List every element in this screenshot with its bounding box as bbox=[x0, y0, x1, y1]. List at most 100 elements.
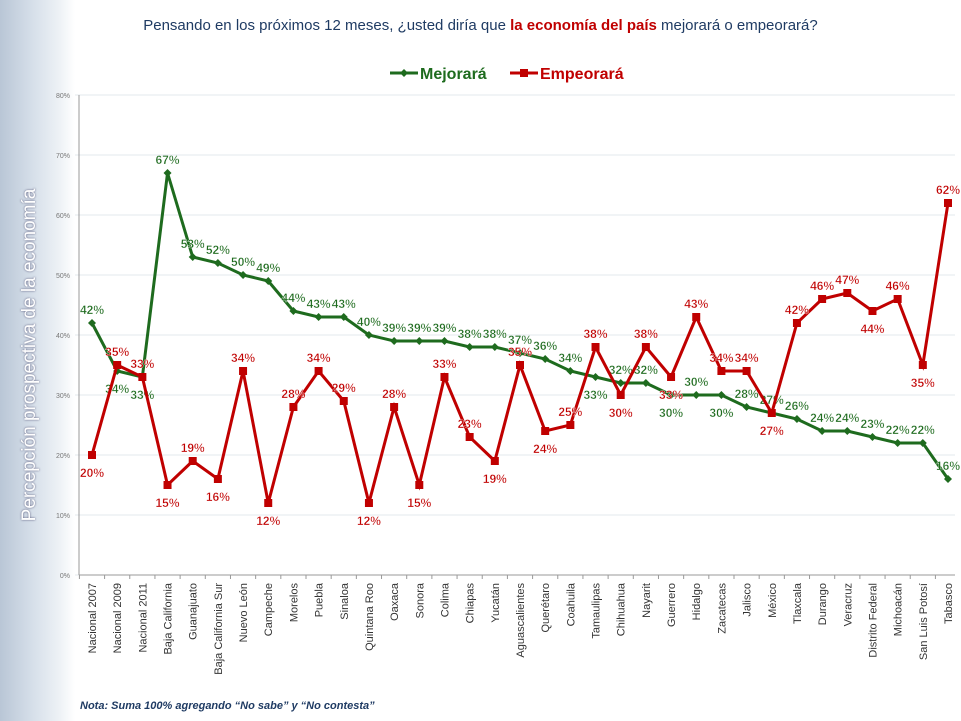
x-tick-label: Distrito Federal bbox=[867, 583, 879, 658]
y-tick-label: 70% bbox=[56, 153, 70, 160]
data-point bbox=[213, 259, 222, 267]
data-point bbox=[616, 379, 625, 387]
data-point bbox=[490, 457, 499, 465]
data-label: 23% bbox=[458, 417, 482, 431]
x-tick-label: Campeche bbox=[263, 583, 275, 636]
x-tick-label: Hidalgo bbox=[691, 583, 703, 620]
data-point bbox=[767, 409, 776, 417]
y-tick-label: 40% bbox=[56, 333, 70, 340]
data-point bbox=[616, 391, 625, 399]
legend-label: Empeorará bbox=[540, 66, 624, 83]
data-point bbox=[289, 307, 298, 315]
data-label: 42% bbox=[785, 303, 809, 317]
data-point bbox=[465, 343, 474, 351]
data-label: 33% bbox=[659, 388, 683, 402]
y-tick-label: 80% bbox=[56, 93, 70, 100]
x-tick-label: Durango bbox=[817, 583, 829, 625]
data-label: 32% bbox=[634, 363, 658, 377]
data-label: 24% bbox=[533, 442, 557, 456]
chart-title: Pensando en los próximos 12 meses, ¿uste… bbox=[143, 17, 818, 34]
data-point bbox=[667, 391, 676, 399]
data-label: 12% bbox=[357, 514, 381, 528]
data-point bbox=[415, 337, 424, 345]
data-point bbox=[516, 349, 524, 357]
data-label: 39% bbox=[382, 321, 406, 335]
legend-marker bbox=[520, 69, 528, 77]
data-point bbox=[88, 319, 96, 327]
data-label: 38% bbox=[458, 327, 482, 341]
data-point bbox=[138, 373, 147, 381]
data-point bbox=[742, 367, 751, 375]
x-tick-label: Oaxaca bbox=[389, 582, 401, 621]
x-tick-label: Querétaro bbox=[540, 583, 552, 633]
data-label: 50% bbox=[231, 255, 255, 269]
data-label: 15% bbox=[156, 496, 180, 510]
y-tick-label: 60% bbox=[56, 213, 70, 220]
data-label: 67% bbox=[156, 153, 180, 167]
data-label: 29% bbox=[332, 381, 356, 395]
data-point bbox=[390, 403, 399, 411]
data-point bbox=[264, 499, 273, 507]
x-tick-label: Colima bbox=[439, 582, 451, 617]
data-point bbox=[339, 313, 348, 321]
data-point bbox=[692, 391, 701, 399]
data-point bbox=[692, 313, 701, 321]
data-point bbox=[188, 253, 197, 261]
data-point bbox=[742, 403, 751, 411]
data-label: 33% bbox=[584, 388, 608, 402]
data-point bbox=[818, 295, 827, 303]
data-point bbox=[390, 337, 399, 345]
data-label: 40% bbox=[357, 315, 381, 329]
data-point bbox=[893, 439, 902, 447]
footnote: Nota: Suma 100% agregando “No sabe” y “N… bbox=[80, 700, 375, 712]
data-label: 16% bbox=[206, 490, 230, 504]
data-point bbox=[591, 343, 600, 351]
data-point bbox=[591, 373, 600, 381]
data-label: 43% bbox=[332, 297, 356, 311]
data-point bbox=[717, 391, 726, 399]
data-point bbox=[818, 427, 827, 435]
x-tick-label: Nuevo León bbox=[238, 583, 250, 642]
x-tick-label: Guanajuato bbox=[188, 583, 200, 640]
data-point bbox=[944, 199, 952, 207]
data-label: 34% bbox=[558, 351, 582, 365]
data-point bbox=[364, 499, 373, 507]
data-label: 24% bbox=[810, 411, 834, 425]
data-label: 39% bbox=[432, 321, 456, 335]
data-point bbox=[893, 295, 902, 303]
data-label: 42% bbox=[80, 303, 104, 317]
data-label: 15% bbox=[407, 496, 431, 510]
data-label: 30% bbox=[709, 406, 733, 420]
data-label: 19% bbox=[483, 472, 507, 486]
data-label: 35% bbox=[911, 376, 935, 390]
data-label: 33% bbox=[130, 388, 154, 402]
data-point bbox=[566, 421, 575, 429]
x-tick-label: Guerrero bbox=[666, 583, 678, 627]
series-line-mejorará bbox=[90, 172, 950, 480]
data-point bbox=[88, 451, 96, 459]
data-point bbox=[213, 475, 222, 483]
data-point bbox=[415, 481, 424, 489]
data-point bbox=[541, 355, 550, 363]
data-point bbox=[163, 481, 172, 489]
data-label: 46% bbox=[810, 279, 834, 293]
data-point bbox=[566, 367, 575, 375]
y-tick-label: 30% bbox=[56, 393, 70, 400]
data-label: 36% bbox=[533, 339, 557, 353]
x-tick-label: Sinaloa bbox=[339, 582, 351, 620]
x-tick-label: Tlaxcala bbox=[792, 582, 804, 624]
data-point bbox=[188, 457, 197, 465]
x-tick-label: Quintana Roo bbox=[364, 583, 376, 651]
data-label: 22% bbox=[886, 423, 910, 437]
data-label: 46% bbox=[886, 279, 910, 293]
data-point bbox=[465, 433, 474, 441]
background-decoration bbox=[0, 0, 75, 721]
data-label: 38% bbox=[584, 327, 608, 341]
x-tick-label: Nacional 2009 bbox=[112, 583, 124, 653]
x-tick-label: Baja California Sur bbox=[213, 583, 225, 675]
x-tick-label: Aguascalientes bbox=[515, 583, 527, 658]
legend-marker bbox=[400, 69, 408, 77]
legend-label: Mejorará bbox=[420, 66, 487, 83]
data-point bbox=[314, 367, 323, 375]
data-point bbox=[667, 373, 676, 381]
